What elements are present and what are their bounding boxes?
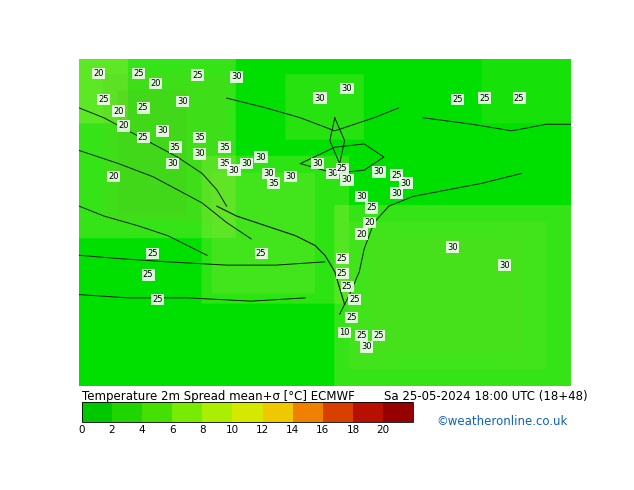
Text: 20: 20 [356, 229, 367, 239]
Text: 8: 8 [199, 425, 205, 435]
Text: 30: 30 [312, 159, 323, 168]
Text: 25: 25 [373, 331, 384, 340]
Text: 30: 30 [229, 166, 240, 174]
Text: Sa 25-05-2024 18:00 UTC (18+48): Sa 25-05-2024 18:00 UTC (18+48) [384, 390, 588, 403]
Text: 35: 35 [219, 159, 230, 168]
Text: 25: 25 [452, 95, 463, 104]
Bar [233, 402, 262, 422]
Text: 2: 2 [108, 425, 115, 435]
Text: 14: 14 [286, 425, 299, 435]
Text: 25: 25 [391, 171, 401, 179]
Text: 25: 25 [138, 133, 148, 142]
Text: 25: 25 [514, 94, 524, 102]
Text: 10: 10 [226, 425, 239, 435]
Text: 20: 20 [364, 218, 375, 227]
Text: 30: 30 [401, 179, 411, 188]
Text: 25: 25 [349, 295, 359, 304]
Text: 25: 25 [192, 71, 202, 80]
Bar [293, 402, 323, 422]
Text: 4: 4 [139, 425, 145, 435]
Bar [202, 402, 233, 422]
Text: 25: 25 [133, 69, 143, 78]
Text: 25: 25 [153, 295, 163, 304]
Text: 20: 20 [150, 79, 160, 88]
Text: 25: 25 [337, 269, 347, 278]
Bar [82, 402, 413, 422]
Text: 30: 30 [157, 126, 168, 135]
Text: 20: 20 [108, 172, 119, 181]
Text: 25: 25 [148, 249, 158, 258]
Text: 30: 30 [327, 169, 338, 178]
Text: 35: 35 [194, 133, 205, 142]
Text: 30: 30 [263, 169, 274, 178]
Text: 16: 16 [316, 425, 330, 435]
Text: ©weatheronline.co.uk: ©weatheronline.co.uk [437, 415, 568, 428]
Text: 0: 0 [79, 425, 85, 435]
Text: 30: 30 [314, 94, 325, 102]
Text: Temperature 2m Spread mean+σ [°C] ECMWF: Temperature 2m Spread mean+σ [°C] ECMWF [82, 390, 354, 403]
Text: 20: 20 [113, 107, 124, 116]
Text: 30: 30 [167, 159, 178, 168]
Text: 25: 25 [479, 94, 490, 102]
Text: 30: 30 [342, 84, 353, 93]
Text: 30: 30 [391, 189, 401, 197]
Text: 20: 20 [377, 425, 390, 435]
Bar [353, 402, 383, 422]
Text: 30: 30 [231, 73, 242, 81]
Text: 30: 30 [285, 172, 296, 181]
Text: 30: 30 [256, 152, 266, 162]
Text: 25: 25 [342, 282, 353, 291]
Text: 35: 35 [268, 179, 279, 188]
Text: 12: 12 [256, 425, 269, 435]
Text: 30: 30 [194, 149, 205, 158]
Text: 25: 25 [347, 313, 357, 322]
Text: 10: 10 [339, 328, 350, 337]
Text: 25: 25 [356, 331, 367, 340]
Text: 30: 30 [361, 343, 372, 351]
Text: 20: 20 [94, 69, 104, 78]
Bar [112, 402, 142, 422]
Bar [142, 402, 172, 422]
Text: 30: 30 [241, 159, 252, 168]
Text: 20: 20 [118, 122, 129, 130]
Text: 25: 25 [337, 164, 347, 173]
Text: 35: 35 [219, 143, 230, 152]
Bar [323, 402, 353, 422]
Bar [383, 402, 413, 422]
Text: 25: 25 [143, 270, 153, 279]
Text: 30: 30 [177, 97, 188, 106]
Bar [262, 402, 293, 422]
Text: 25: 25 [98, 95, 109, 104]
Text: 25: 25 [337, 254, 347, 263]
Text: 35: 35 [170, 143, 181, 152]
Text: 30: 30 [448, 243, 458, 251]
Bar [82, 402, 112, 422]
Text: 25: 25 [138, 103, 148, 112]
Text: 30: 30 [499, 261, 510, 270]
Text: 30: 30 [373, 167, 384, 176]
Text: 30: 30 [356, 192, 367, 201]
Bar [172, 402, 202, 422]
Text: 18: 18 [346, 425, 359, 435]
Text: 30: 30 [342, 175, 353, 184]
Text: 25: 25 [256, 249, 266, 258]
Text: 6: 6 [169, 425, 176, 435]
Text: 25: 25 [366, 203, 377, 212]
